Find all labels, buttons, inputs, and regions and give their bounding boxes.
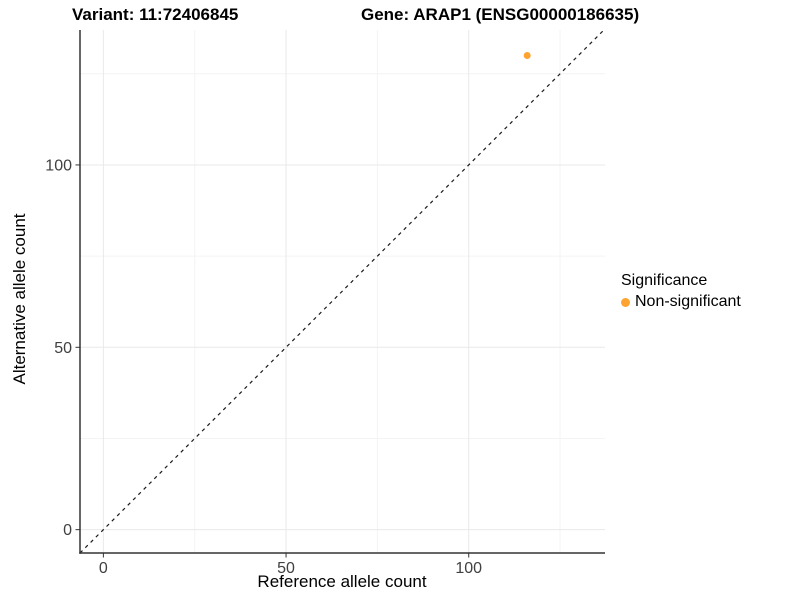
legend: Significance Non-significant [621, 272, 741, 311]
x-tick-label: 100 [455, 560, 482, 577]
plot-title-variant: Variant: 11:72406845 [72, 5, 239, 24]
y-tick-label: 50 [54, 340, 72, 357]
x-axis-title: Reference allele count [257, 572, 427, 591]
identity-reference-line [79, 29, 605, 554]
x-tick-label: 50 [277, 560, 295, 577]
y-tick-label: 100 [45, 157, 72, 174]
legend-point-swatch [621, 297, 630, 307]
legend-item-label: Non-significant [635, 293, 741, 310]
legend-item: Non-significant [621, 293, 741, 311]
data-point [523, 52, 531, 60]
plot-title-gene: Gene: ARAP1 (ENSG00000186635) [361, 5, 640, 24]
y-axis-title: Alternative allele count [10, 213, 29, 385]
legend-title: Significance [621, 272, 708, 289]
x-tick-label: 0 [99, 560, 108, 577]
y-tick-label: 0 [63, 522, 72, 539]
